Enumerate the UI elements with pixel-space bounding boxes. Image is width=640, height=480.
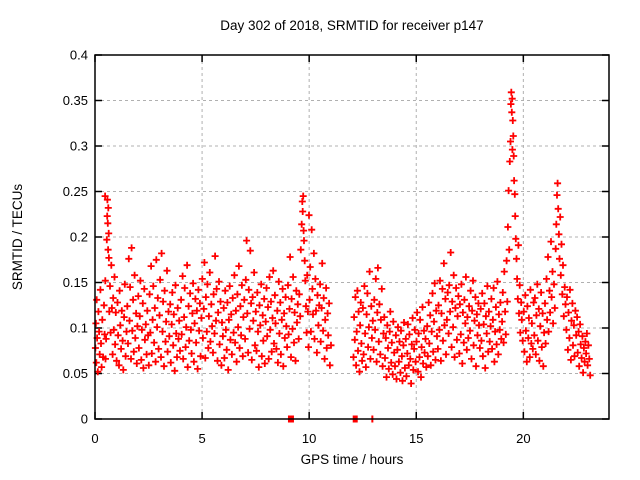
x-tick-label: 5: [198, 431, 205, 446]
data-points-layer: [91, 88, 594, 387]
y-tick-label: 0.25: [63, 184, 88, 199]
x-tick-label: 0: [91, 431, 98, 446]
y-tick-label: 0.4: [70, 48, 88, 63]
grid-lines: [94, 54, 609, 420]
y-tick-label: 0.3: [70, 139, 88, 154]
chart-title: Day 302 of 2018, SRMTID for receiver p14…: [220, 18, 483, 33]
x-tick-label: 20: [516, 431, 530, 446]
plot-border: [94, 54, 610, 420]
y-tick-label: 0.35: [63, 93, 88, 108]
axis-ticks: [94, 54, 609, 420]
y-tick-label: 0.05: [63, 366, 88, 381]
y-tick-label: 0.2: [70, 230, 88, 245]
y-tick-label: 0.15: [63, 275, 88, 290]
scatter-points: [91, 88, 594, 387]
y-tick-label: 0: [81, 412, 88, 427]
tick-labels: 0 5 10 15 20 0 0.05 0.1 0.15 0.2 0.25 0.3 0.35 0.4: [63, 48, 531, 447]
x-axis-label: GPS time / hours: [301, 452, 404, 467]
x-tick-label: 10: [302, 431, 316, 446]
x-tick-label: 15: [409, 431, 423, 446]
y-tick-label: 0.1: [70, 321, 88, 336]
y-axis-label: SRMTID / TECUs: [10, 184, 25, 291]
